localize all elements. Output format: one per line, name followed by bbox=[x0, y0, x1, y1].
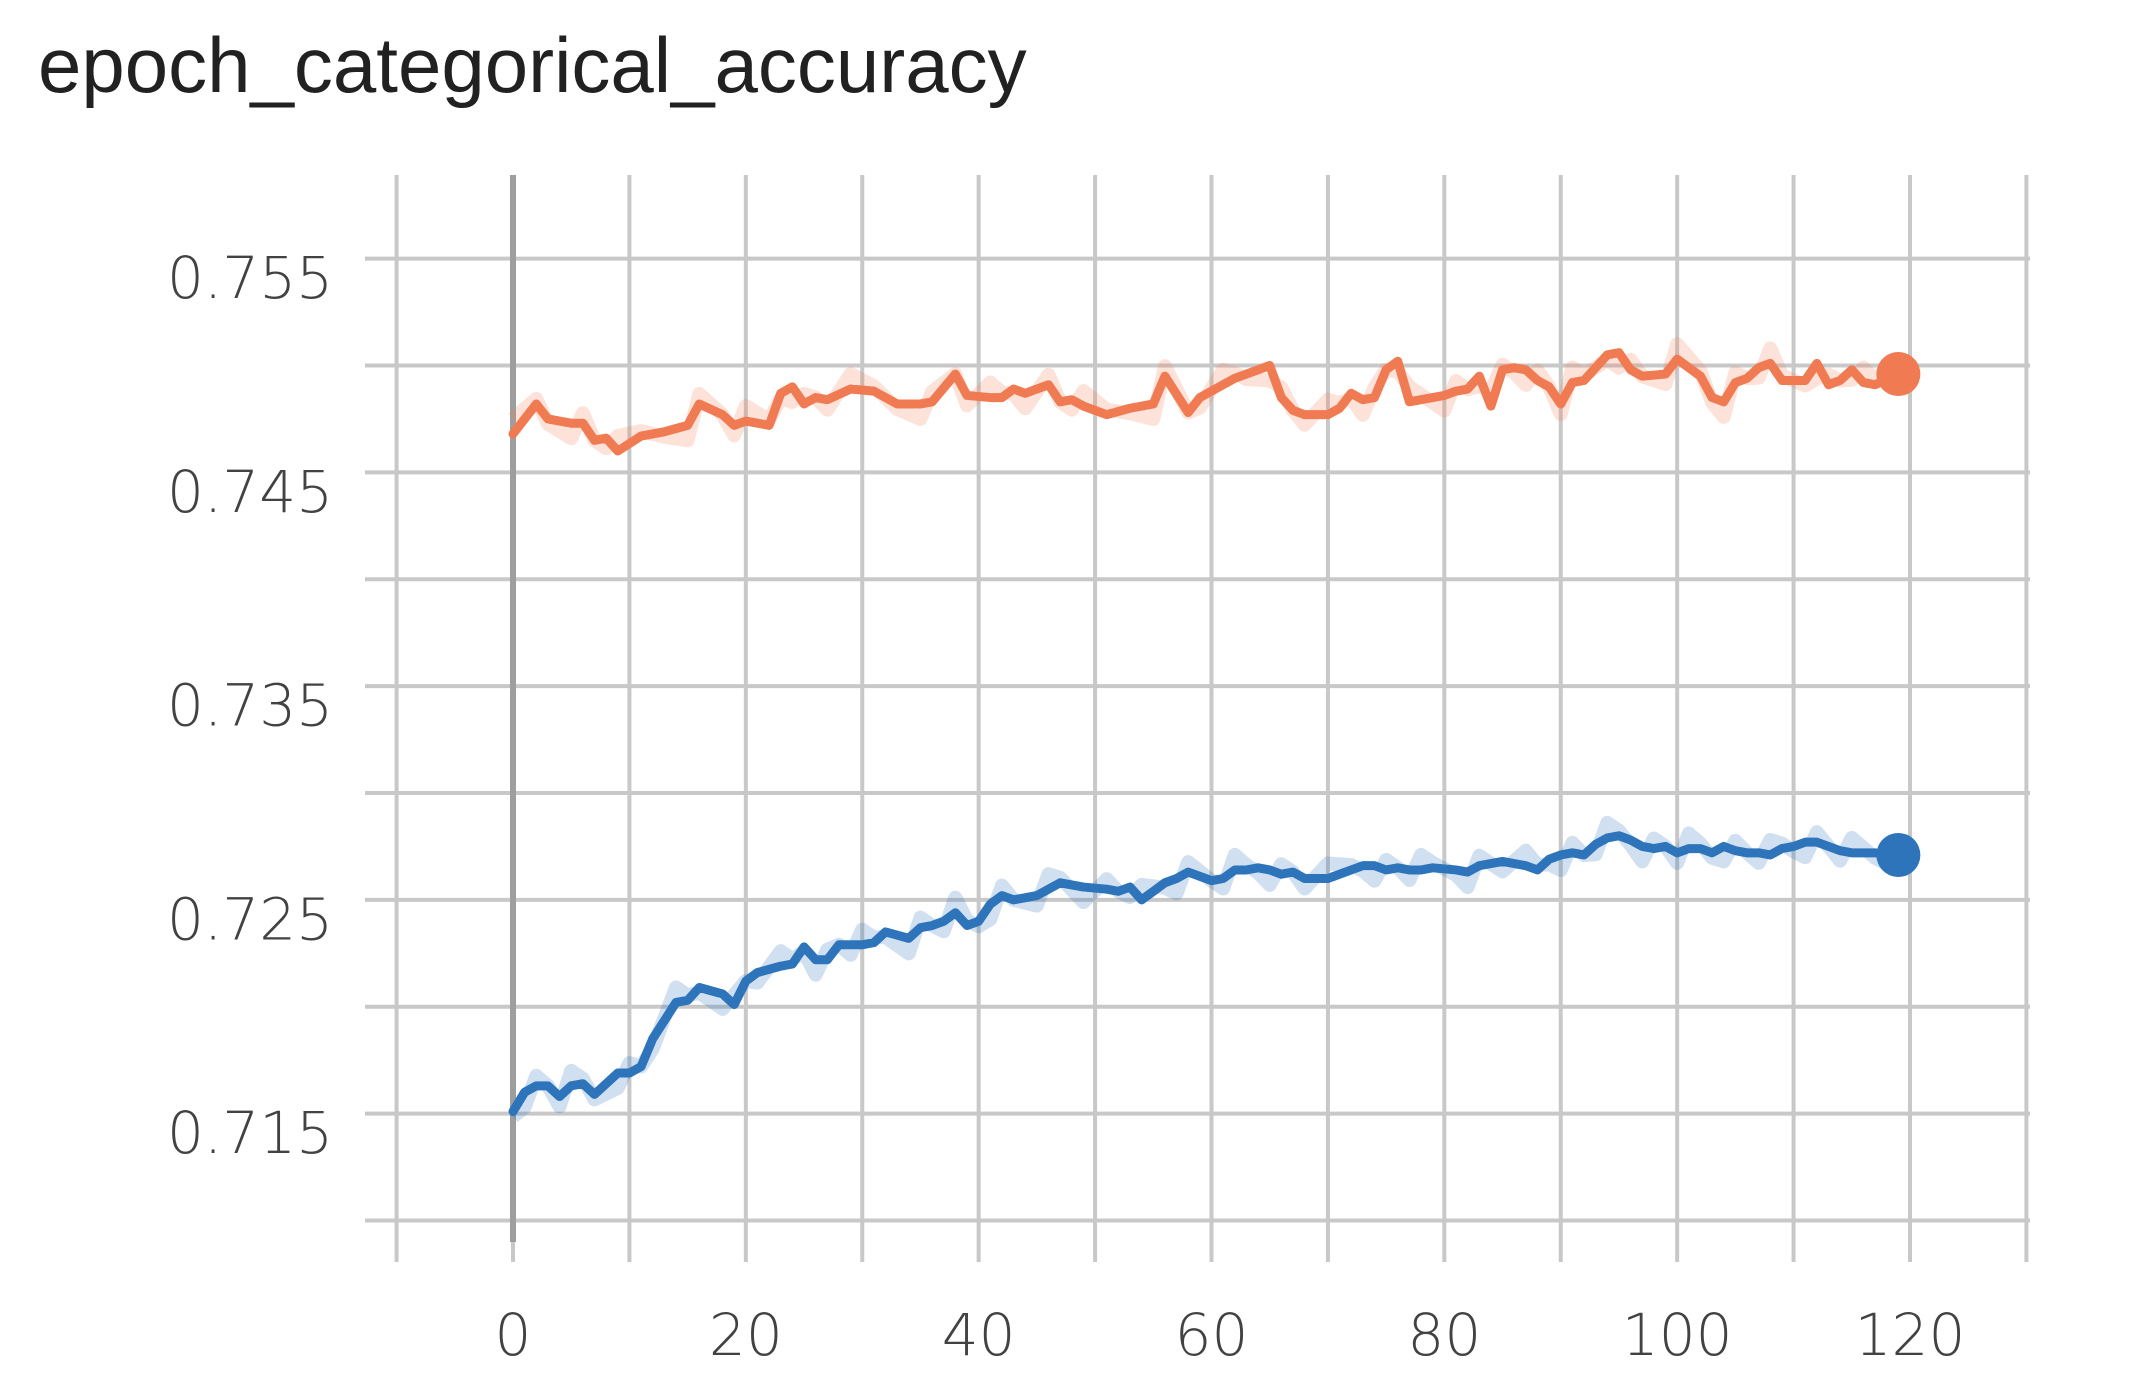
series-1-line bbox=[508, 348, 1903, 456]
x-tick-label: 20 bbox=[709, 1301, 783, 1369]
x-tick-label: 100 bbox=[1622, 1301, 1733, 1369]
series-2-end-marker bbox=[1876, 832, 1921, 877]
y-tick-label: 0.715 bbox=[167, 1099, 333, 1167]
series-2-line bbox=[508, 831, 1903, 1116]
x-tick-label: 120 bbox=[1855, 1301, 1966, 1369]
x-tick-label: 80 bbox=[1407, 1301, 1481, 1369]
y-tick-label: 0.725 bbox=[167, 885, 333, 953]
grid-layer bbox=[365, 175, 2030, 1262]
chart-title: epoch_categorical_accuracy bbox=[38, 21, 1027, 109]
series-2-raw-band bbox=[508, 815, 1902, 1122]
series-layer bbox=[508, 337, 1921, 1122]
y-tick-label: 0.745 bbox=[167, 458, 333, 526]
x-tick-label: 40 bbox=[942, 1301, 1016, 1369]
series-1-end-marker bbox=[1876, 352, 1921, 397]
tick-label-layer: 0.715 0.725 0.735 0.745 0.755 0 20 40 60 80 100 120 bbox=[167, 244, 1965, 1369]
x-tick-label: 0 bbox=[495, 1301, 532, 1369]
x-tick-label: 60 bbox=[1175, 1301, 1249, 1369]
y-tick-label: 0.755 bbox=[167, 244, 333, 312]
y-tick-label: 0.735 bbox=[167, 672, 333, 740]
